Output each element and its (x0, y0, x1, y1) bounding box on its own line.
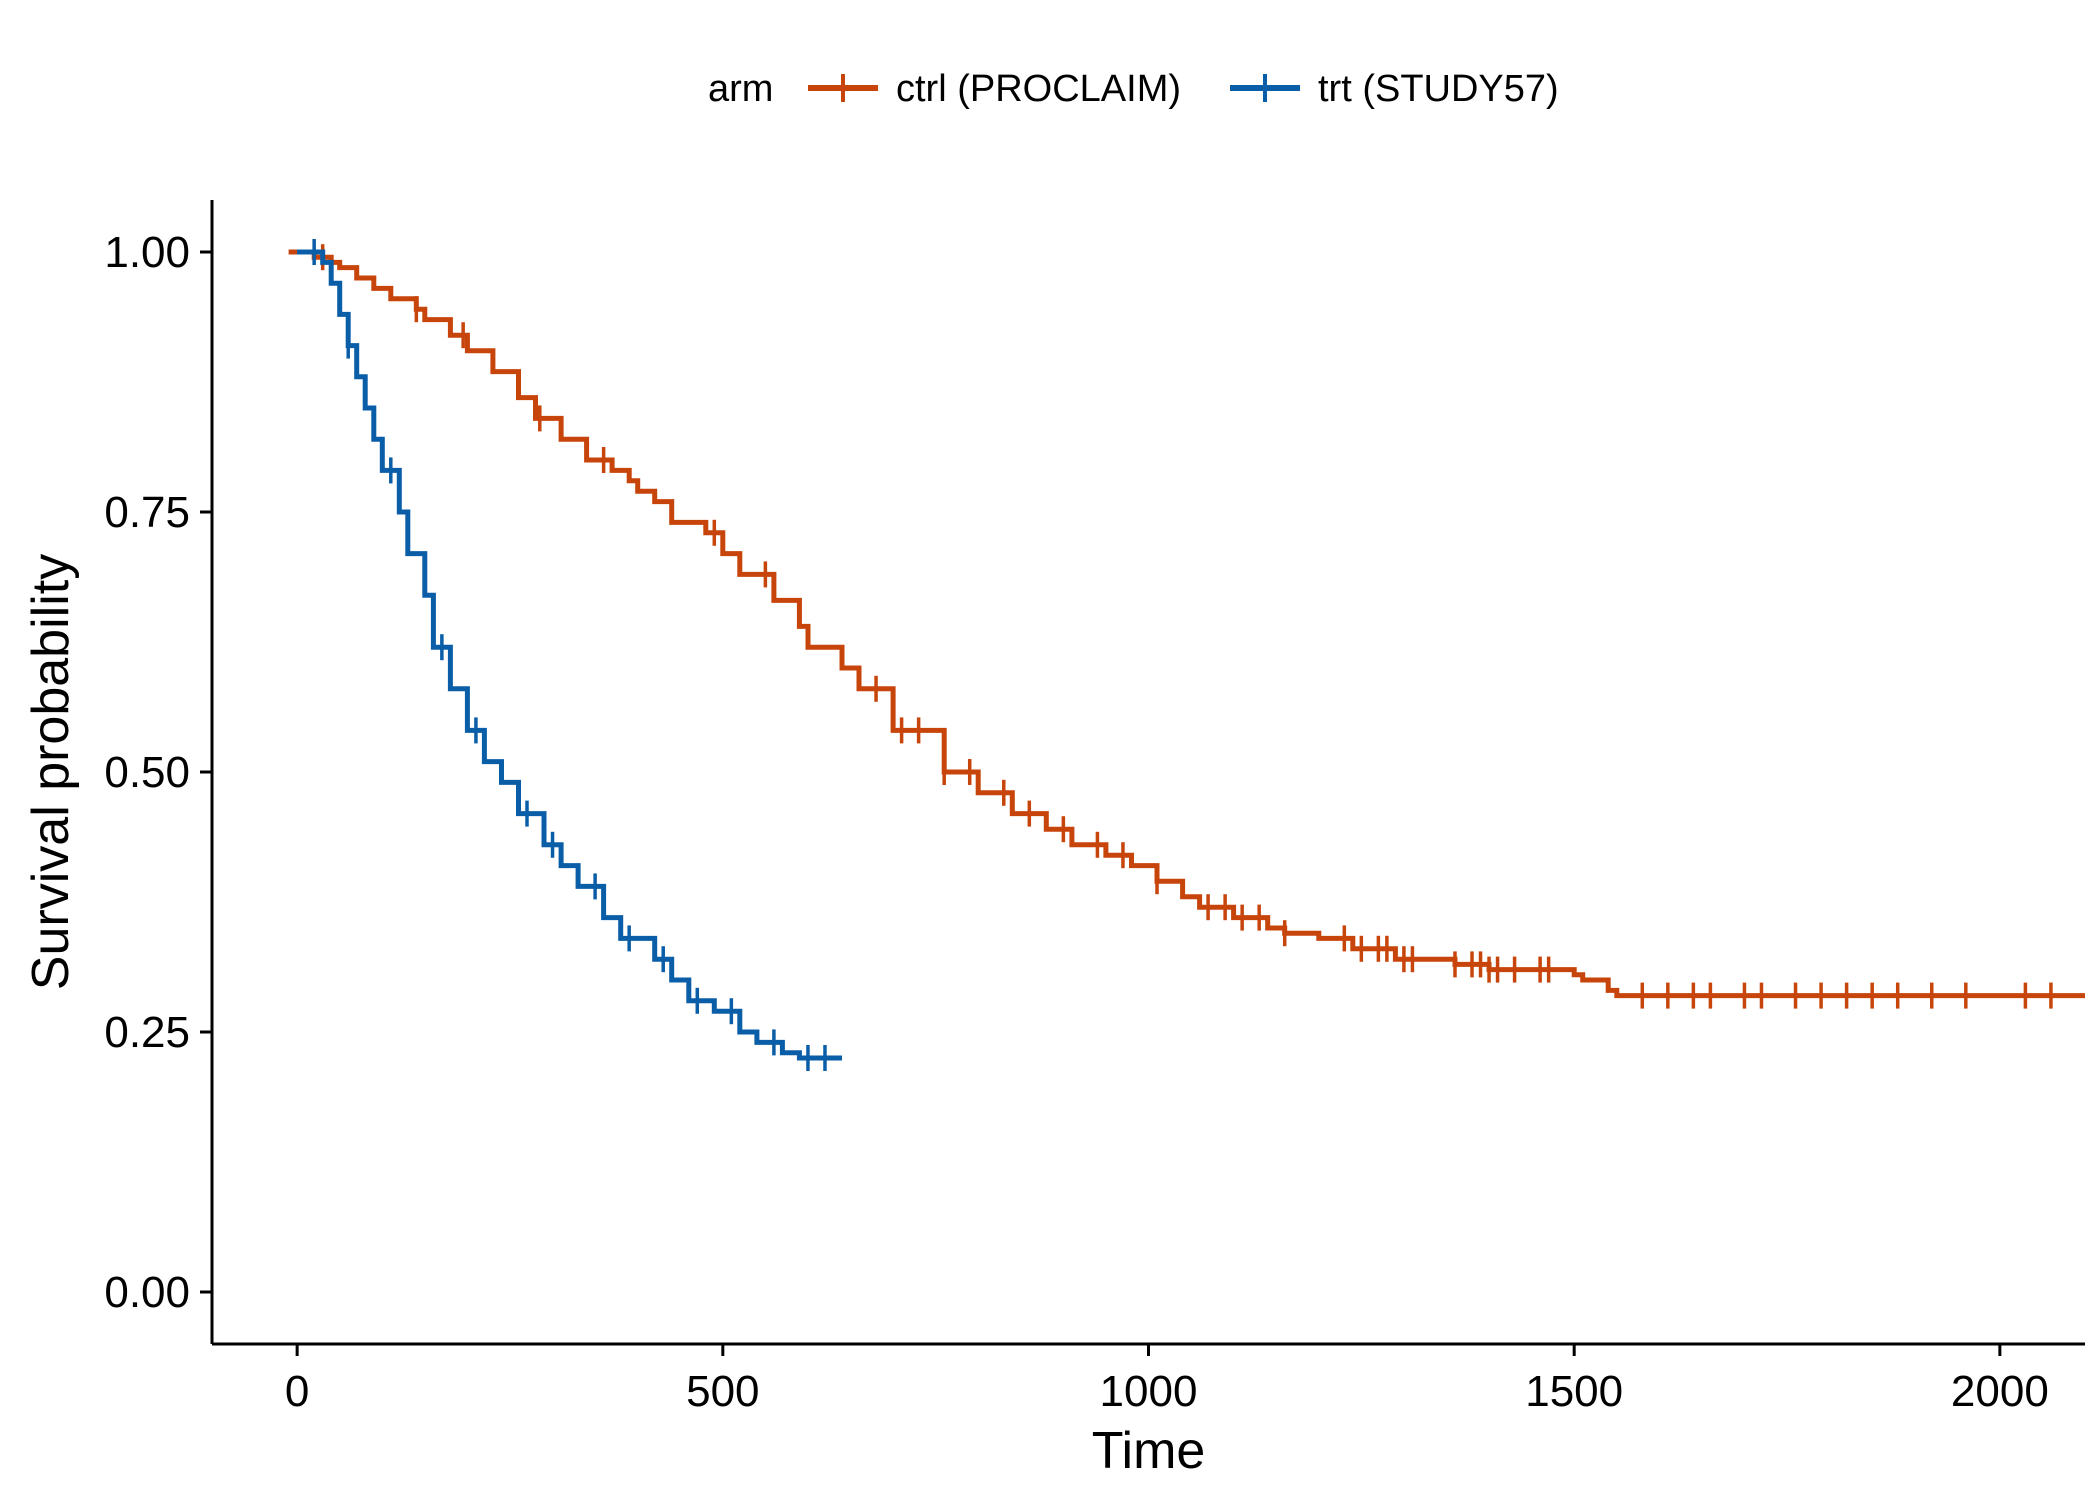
x-tick-label: 1000 (1100, 1367, 1198, 1416)
x-tick-label: 500 (686, 1367, 759, 1416)
y-tick-label: 0.50 (104, 748, 190, 797)
y-tick-label: 0.00 (104, 1268, 190, 1317)
legend-title: arm (708, 68, 773, 110)
axes: 0 500 1000 1500 2000 0.00 0.25 0.50 0.75 1.00 (104, 200, 2085, 1416)
y-tick-label: 1.00 (104, 228, 190, 277)
survival-curve-line (288, 249, 2085, 999)
series-trt (297, 239, 842, 1071)
legend-label: ctrl (PROCLAIM) (896, 68, 1181, 110)
x-tick-label: 0 (285, 1367, 309, 1416)
y-tick-label: 0.25 (104, 1008, 190, 1057)
survival-curve-line (297, 249, 842, 1061)
x-tick-label: 2000 (1951, 1367, 2049, 1416)
legend: arm ctrl (PROCLAIM) trt (STUDY57) (708, 68, 1559, 110)
series-ctrl (288, 244, 2085, 1009)
y-axis-title: Survival probability (22, 554, 80, 990)
x-axis-title: Time (1092, 1422, 1206, 1480)
legend-item-ctrl: ctrl (PROCLAIM) (808, 68, 1181, 110)
plot-series (288, 239, 2085, 1071)
y-tick-label: 0.75 (104, 488, 190, 537)
legend-label: trt (STUDY57) (1318, 68, 1559, 110)
legend-item-trt: trt (STUDY57) (1230, 68, 1559, 110)
x-tick-label: 1500 (1525, 1367, 1623, 1416)
